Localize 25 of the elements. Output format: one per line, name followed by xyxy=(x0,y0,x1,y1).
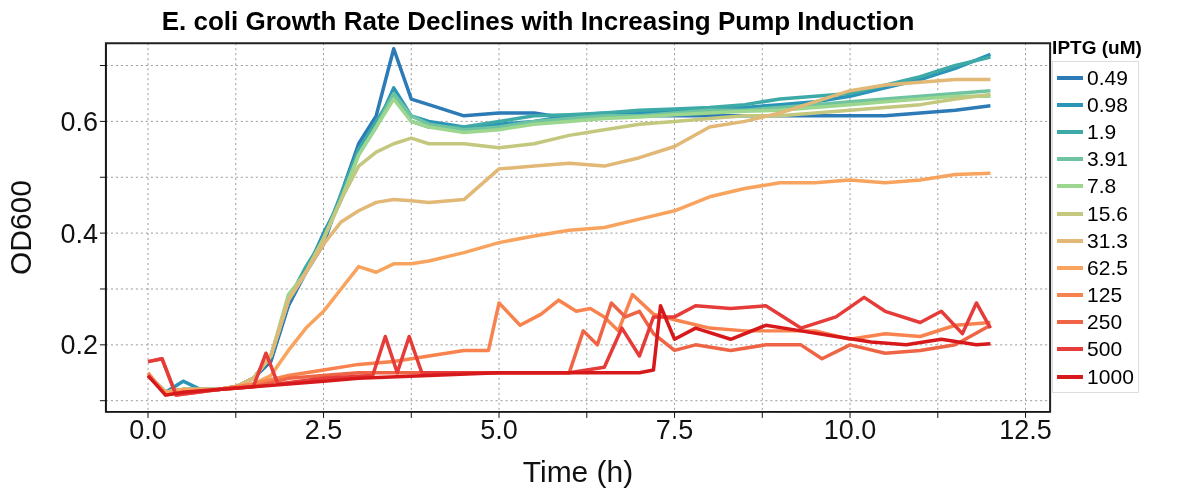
legend-label: 31.3 xyxy=(1087,228,1128,253)
legend-label: 15.6 xyxy=(1087,201,1128,226)
legend-label: 1.9 xyxy=(1087,119,1117,144)
y-tick-label: 0.2 xyxy=(60,330,98,361)
x-tick-label: 5.0 xyxy=(480,415,518,446)
y-tick-label: 0.6 xyxy=(60,106,98,137)
legend-title: IPTG (uM) xyxy=(1052,37,1143,59)
x-axis-title: Time (h) xyxy=(522,454,634,488)
legend-label: 0.49 xyxy=(1087,65,1128,90)
legend-label: 0.98 xyxy=(1087,92,1128,117)
x-tick-label: 10.0 xyxy=(823,415,877,446)
legend-label: 7.8 xyxy=(1087,174,1117,199)
legend-label: 62.5 xyxy=(1087,255,1128,280)
x-tick-label: 12.5 xyxy=(999,415,1052,446)
chart-title: E. coli Growth Rate Declines with Increasing Pump Induction xyxy=(160,6,916,37)
y-axis-title: OD600 xyxy=(3,180,37,276)
x-tick-label: 0.0 xyxy=(129,415,167,446)
legend-label: 500 xyxy=(1087,337,1123,362)
x-tick-label: 2.5 xyxy=(304,415,343,446)
legend-label: 125 xyxy=(1087,283,1123,308)
x-tick-label: 7.5 xyxy=(655,415,694,446)
y-tick-label: 0.4 xyxy=(60,218,98,249)
legend-label: 3.91 xyxy=(1087,147,1128,172)
legend-label: 250 xyxy=(1087,310,1123,335)
legend-label: 1000 xyxy=(1087,364,1134,389)
